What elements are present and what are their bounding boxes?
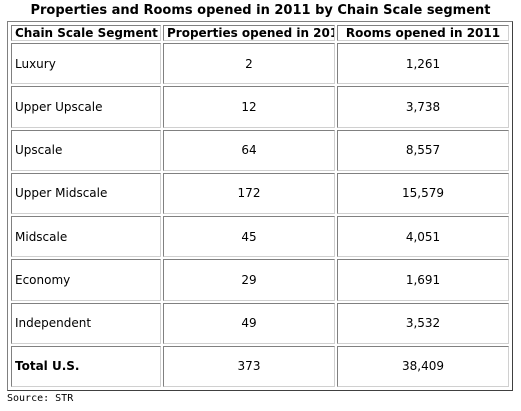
table-row: Independent 49 3,532 (11, 302, 509, 344)
data-table: Chain Scale Segment Properties opened in… (9, 23, 511, 389)
rooms-cell: 4,051 (337, 216, 509, 258)
column-header-rooms: Rooms opened in 2011 (337, 25, 509, 41)
segment-cell: Midscale (11, 216, 161, 258)
properties-cell: 12 (163, 86, 335, 128)
properties-cell: 45 (163, 216, 335, 258)
header-row: Chain Scale Segment Properties opened in… (11, 25, 509, 41)
table-title: Properties and Rooms opened in 2011 by C… (30, 3, 491, 18)
data-table-frame: Chain Scale Segment Properties opened in… (7, 21, 513, 391)
properties-cell: 64 (163, 129, 335, 171)
rooms-cell: 3,532 (337, 302, 509, 344)
source-note: Source: STR (7, 393, 74, 404)
total-properties-cell: 373 (163, 345, 335, 387)
rooms-cell: 8,557 (337, 129, 509, 171)
segment-cell: Upper Upscale (11, 86, 161, 128)
properties-cell: 49 (163, 302, 335, 344)
segment-cell: Upper Midscale (11, 172, 161, 214)
rooms-cell: 15,579 (337, 172, 509, 214)
rooms-cell: 1,261 (337, 43, 509, 85)
table-row: Economy 29 1,691 (11, 259, 509, 301)
segment-cell: Luxury (11, 43, 161, 85)
properties-cell: 2 (163, 43, 335, 85)
properties-cell: 29 (163, 259, 335, 301)
segment-cell: Upscale (11, 129, 161, 171)
table-row: Luxury 2 1,261 (11, 43, 509, 85)
segment-cell: Economy (11, 259, 161, 301)
table-row: Midscale 45 4,051 (11, 216, 509, 258)
rooms-cell: 3,738 (337, 86, 509, 128)
column-header-segment: Chain Scale Segment (11, 25, 161, 41)
column-header-properties: Properties opened in 2011 (163, 25, 335, 41)
properties-cell: 172 (163, 172, 335, 214)
segment-cell: Independent (11, 302, 161, 344)
total-rooms-cell: 38,409 (337, 345, 509, 387)
total-segment-cell: Total U.S. (11, 345, 161, 387)
table-row: Upscale 64 8,557 (11, 129, 509, 171)
total-row: Total U.S. 373 38,409 (11, 345, 509, 387)
rooms-cell: 1,691 (337, 259, 509, 301)
table-row: Upper Midscale 172 15,579 (11, 172, 509, 214)
table-row: Upper Upscale 12 3,738 (11, 86, 509, 128)
